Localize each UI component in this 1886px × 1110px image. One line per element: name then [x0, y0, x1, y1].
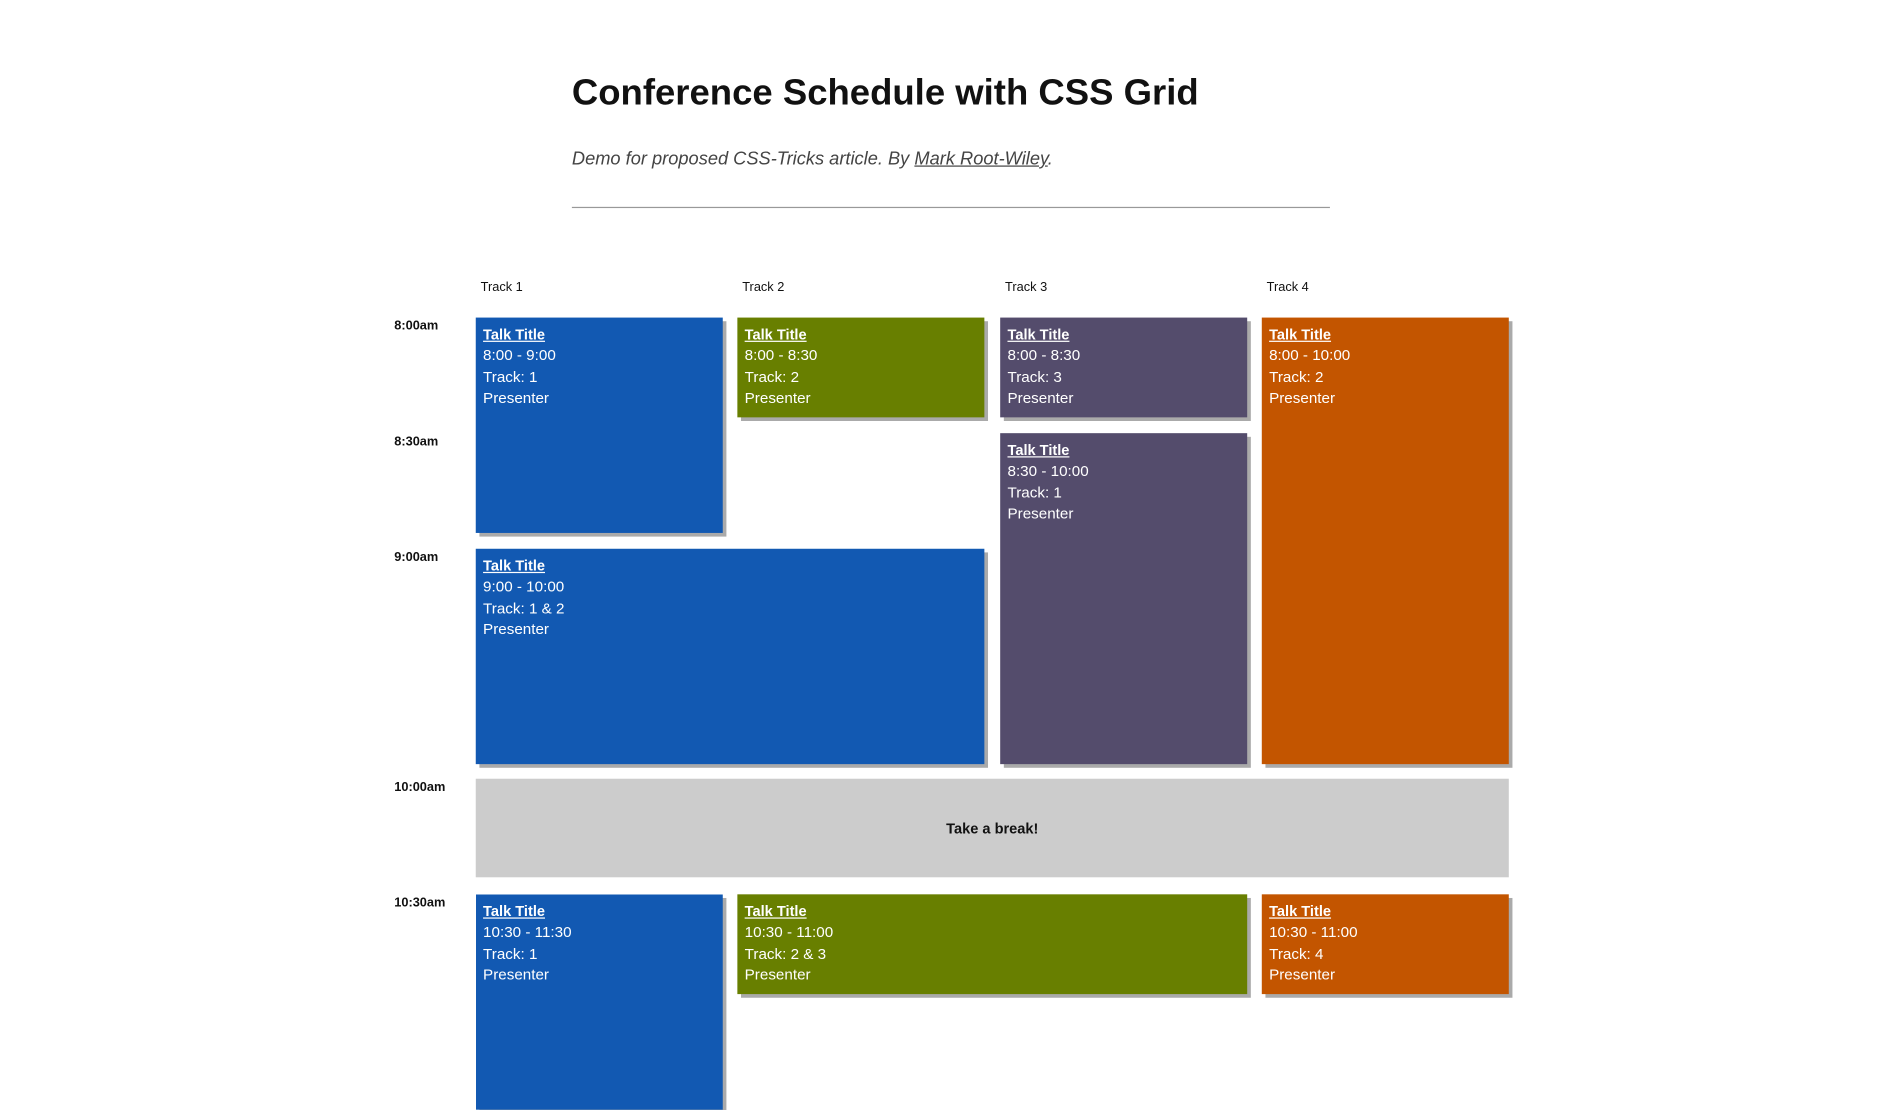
session-card[interactable]: Talk Title 8:00 - 10:00 Track: 2 Presenter — [1261, 317, 1509, 765]
session-time: 8:00 - 10:00 — [1269, 347, 1351, 365]
track-header: Track 1 — [480, 279, 523, 295]
session-title: Talk Title — [483, 326, 545, 344]
schedule-page: Conference Schedule with CSS Grid Demo f… — [394, 73, 1509, 1110]
session-title: Talk Title — [1269, 326, 1332, 344]
session-track: Track: 2 — [744, 368, 800, 386]
session-title: Talk Title — [483, 902, 545, 920]
session-track: Track: 1 & 2 — [483, 599, 565, 617]
session-card[interactable]: Talk Title 8:30 - 10:00 Track: 1 Presenter — [1000, 433, 1248, 765]
time-label: 8:00am — [394, 318, 439, 334]
session-time: 8:00 - 8:30 — [1007, 347, 1081, 365]
break-label: Take a break! — [946, 819, 1039, 837]
author-link[interactable]: Mark Root-Wiley — [914, 148, 1048, 170]
session-time: 8:00 - 9:00 — [483, 347, 556, 365]
session-presenter: Presenter — [744, 966, 811, 984]
track-header: Track 3 — [1005, 279, 1048, 295]
time-label: 10:00am — [394, 779, 446, 795]
session-presenter: Presenter — [483, 620, 550, 638]
subtitle-text: Demo for proposed CSS-Tricks article. By — [571, 148, 915, 170]
time-label: 10:30am — [394, 895, 446, 911]
session-track: Track: 2 — [1269, 368, 1324, 386]
session-track: Track: 1 — [483, 368, 538, 386]
session-presenter: Presenter — [483, 966, 550, 984]
session-time: 10:30 - 11:00 — [1269, 924, 1358, 942]
divider — [571, 206, 1330, 209]
session-title: Talk Title — [744, 326, 807, 344]
session-time: 10:30 - 11:00 — [744, 924, 834, 942]
subtitle: Demo for proposed CSS-Tricks article. By… — [572, 148, 1053, 169]
session-card[interactable]: Talk Title 8:00 - 8:30 Track: 3 Presenter — [1000, 317, 1248, 418]
session-presenter: Presenter — [744, 389, 811, 407]
session-presenter: Presenter — [483, 389, 550, 407]
session-card[interactable]: Talk Title 10:30 - 11:00 Track: 2 & 3 Prese… — [737, 894, 1248, 995]
session-time: 10:30 - 11:30 — [483, 924, 572, 942]
time-label: 8:30am — [394, 434, 439, 449]
session-card[interactable]: Talk Title 9:00 - 10:00 Track: 1 & 2 Presen… — [475, 548, 985, 765]
session-card[interactable]: Talk Title 8:00 - 8:30 Track: 2 Presenter — [737, 317, 985, 418]
session-card[interactable]: Talk Title 8:00 - 9:00 Track: 1 Presenter — [475, 317, 723, 533]
track-header: Track 4 — [1266, 279, 1309, 295]
subtitle-end: . — [1047, 148, 1053, 170]
session-presenter: Presenter — [1269, 966, 1336, 984]
session-title: Talk Title — [744, 902, 807, 920]
session-title: Talk Title — [483, 557, 545, 575]
session-time: 8:30 - 10:00 — [1007, 462, 1089, 480]
session-title: Talk Title — [1269, 902, 1332, 920]
break-block: Take a break! — [475, 778, 1509, 878]
session-time: 8:00 - 8:30 — [744, 347, 818, 365]
page-title: Conference Schedule with CSS Grid — [571, 73, 1199, 114]
time-label: 9:00am — [394, 549, 439, 565]
session-presenter: Presenter — [1007, 505, 1074, 523]
track-header: Track 2 — [742, 279, 785, 295]
session-title: Talk Title — [1007, 326, 1070, 344]
session-time: 9:00 - 10:00 — [483, 578, 565, 596]
session-presenter: Presenter — [1269, 389, 1336, 407]
session-card[interactable]: Talk Title 10:30 - 11:00 Track: 4 Presenter — [1261, 894, 1509, 995]
session-track: Track: 3 — [1007, 368, 1062, 386]
session-card[interactable]: Talk Title 10:30 - 11:30 Track: 1 Presenter — [475, 894, 723, 1110]
page: Conference Schedule with CSS Grid Demo f… — [394, 73, 1509, 1110]
session-title: Talk Title — [1007, 441, 1070, 459]
session-track: Track: 1 — [1007, 484, 1062, 502]
session-presenter: Presenter — [1007, 389, 1074, 407]
